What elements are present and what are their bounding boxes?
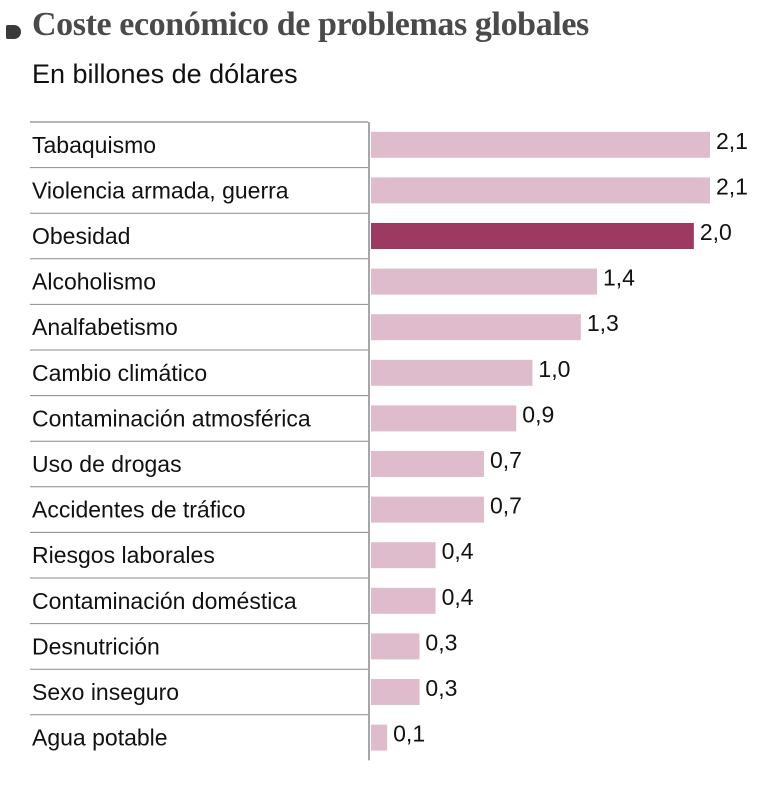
- bar: [371, 724, 388, 751]
- category-label: Cambio climático: [32, 360, 207, 386]
- value-label: 0,9: [522, 401, 554, 427]
- value-label: 0,4: [442, 538, 474, 564]
- value-label: 2,1: [716, 173, 748, 199]
- category-label: Sexo inseguro: [32, 679, 179, 705]
- bar: [371, 359, 533, 386]
- bar: [371, 131, 710, 158]
- value-label: 0,7: [490, 493, 522, 519]
- value-label: 0,7: [490, 447, 522, 473]
- chart-header: Coste económico de problemas globales En…: [0, 0, 768, 110]
- chart-title: Coste económico de problemas globales: [32, 6, 589, 43]
- category-label: Analfabetismo: [32, 314, 178, 340]
- bar: [371, 633, 420, 660]
- bar: [371, 542, 436, 569]
- value-label: 0,4: [442, 584, 474, 610]
- bar: [371, 314, 581, 341]
- value-label: 1,3: [587, 310, 619, 336]
- category-label: Desnutrición: [32, 633, 160, 659]
- bar-highlight: [371, 223, 694, 249]
- value-label: 0,1: [393, 721, 425, 747]
- bar: [371, 405, 517, 432]
- category-label: Agua potable: [32, 725, 168, 751]
- category-label: Riesgos laborales: [32, 542, 215, 568]
- value-label: 1,4: [603, 265, 635, 291]
- category-label: Accidentes de tráfico: [32, 497, 246, 523]
- bar: [371, 451, 484, 477]
- bar: [371, 679, 420, 705]
- category-label: Violencia armada, guerra: [32, 177, 289, 203]
- value-label: 1,0: [538, 356, 570, 382]
- bar: [371, 587, 436, 614]
- category-label: Tabaquismo: [32, 132, 156, 158]
- value-label: 0,3: [425, 675, 457, 701]
- category-label: Alcoholismo: [32, 269, 156, 295]
- value-label: 2,1: [716, 128, 748, 154]
- category-label: Uso de drogas: [32, 451, 182, 477]
- title-bullet-icon: [6, 25, 21, 39]
- category-label: Obesidad: [32, 223, 130, 249]
- chart-subtitle: En billones de dólares: [32, 59, 298, 89]
- bar: [371, 496, 484, 523]
- category-label: Contaminación doméstica: [32, 588, 297, 614]
- bar: [371, 177, 710, 204]
- value-label: 2,0: [700, 219, 732, 245]
- category-label: Contaminación atmosférica: [32, 405, 311, 431]
- bar: [371, 268, 597, 295]
- value-label: 0,3: [425, 629, 457, 655]
